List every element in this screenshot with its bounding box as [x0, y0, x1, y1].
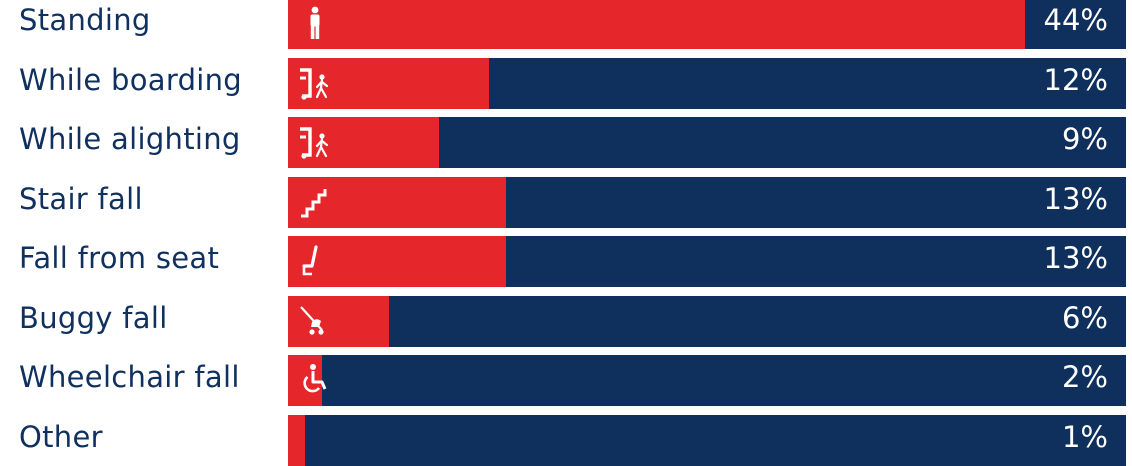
category-label: Standing — [19, 3, 151, 37]
category-label: Other — [19, 419, 103, 454]
bar-fill — [288, 176, 506, 228]
bar-row-stair-fall: Stair fall 13% — [0, 176, 1132, 228]
value-label: 6% — [1061, 300, 1108, 335]
stairs-icon — [301, 188, 327, 217]
standing-person-icon — [310, 6, 320, 39]
seat-icon — [302, 245, 318, 276]
value-label: 44% — [1043, 3, 1108, 37]
bar-track: 6% — [288, 295, 1126, 347]
bar-track: 9% — [288, 117, 1126, 168]
category-label: Wheelchair fall — [19, 360, 240, 394]
bar-row-buggy-fall: Buggy fall 6% — [0, 295, 1132, 347]
value-label: 9% — [1061, 122, 1108, 156]
bar-fill — [288, 295, 389, 347]
buggy-icon — [300, 305, 324, 335]
bar-row-other: Other 1% — [0, 414, 1132, 466]
value-label: 13% — [1043, 181, 1108, 216]
bar-track: 44% — [288, 0, 1126, 49]
alighting-icon — [300, 127, 329, 159]
value-label: 1% — [1061, 419, 1108, 454]
bar-track: 1% — [288, 414, 1126, 466]
bar-track: 12% — [288, 57, 1126, 109]
bar-row-fall-from-seat: Fall from seat 13% — [0, 236, 1132, 287]
bar-track: 2% — [288, 355, 1126, 406]
bar-track: 13% — [288, 236, 1126, 287]
category-label: Stair fall — [19, 181, 143, 216]
bar-row-while-alighting: While alighting 9% — [0, 117, 1132, 168]
bar-row-standing: Standing 44% — [0, 0, 1132, 49]
category-label: While boarding — [19, 62, 243, 97]
bar-fill — [288, 117, 439, 168]
wheelchair-icon — [303, 364, 327, 393]
bar-fill — [288, 0, 1026, 49]
category-label: While alighting — [19, 122, 241, 156]
bar-row-wheelchair-fall: Wheelchair fall 2% — [0, 355, 1132, 406]
bar-fill — [288, 236, 506, 287]
boarding-icon — [300, 67, 329, 100]
value-label: 13% — [1043, 241, 1108, 275]
bar-track: 13% — [288, 176, 1126, 228]
category-label: Buggy fall — [19, 300, 168, 335]
bar-row-while-boarding: While boarding 12% — [0, 57, 1132, 109]
bar-fill — [288, 414, 305, 466]
value-label: 2% — [1061, 360, 1108, 394]
value-label: 12% — [1043, 62, 1108, 97]
category-label: Fall from seat — [19, 241, 220, 275]
